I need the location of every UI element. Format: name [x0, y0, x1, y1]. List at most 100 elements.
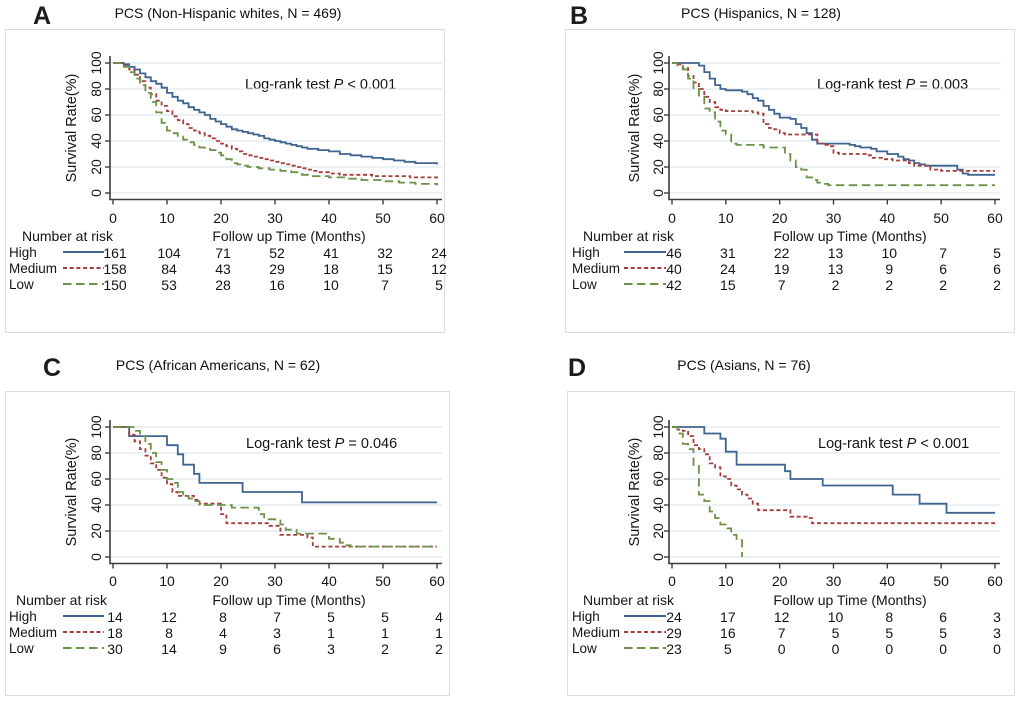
risk-count: 9 [219, 641, 227, 657]
risk-count: 52 [269, 245, 285, 261]
risk-count: 14 [107, 609, 123, 625]
risk-count: 5 [723, 641, 732, 657]
risk-count: 7 [273, 609, 281, 625]
panel-frame [5, 29, 445, 333]
x-tick-label: 50 [933, 573, 949, 589]
risk-row-label-low: Low [9, 277, 34, 292]
x-tick-label: 40 [321, 210, 337, 226]
x-tick-label: 20 [213, 210, 229, 226]
risk-count: 4 [219, 625, 227, 641]
x-tick-label: 10 [159, 210, 175, 226]
risk-count: 1 [327, 625, 335, 641]
x-tick-label: 40 [879, 210, 896, 226]
risk-count: 2 [993, 277, 1001, 293]
risk-count: 8 [219, 609, 227, 625]
risk-count: 84 [161, 261, 177, 277]
risk-count: 9 [885, 261, 894, 277]
risk-row-label-high: High [9, 245, 37, 260]
risk-count: 7 [777, 277, 786, 293]
panel-title: PCS (Hispanics, N = 128) [681, 5, 841, 21]
x-tick-label: 40 [321, 573, 337, 589]
x-tick-label: 0 [668, 573, 676, 589]
risk-count: 32 [377, 245, 393, 261]
risk-count: 29 [666, 625, 682, 641]
risk-count: 104 [157, 245, 181, 261]
panel-d: D PCS (Asians, N = 76) Survival Rate(%) … [510, 352, 1020, 704]
legend-line-low [624, 283, 666, 285]
risk-count: 1 [435, 625, 443, 641]
survival-curve-medium [672, 62, 995, 172]
risk-row-label-high: High [9, 609, 37, 624]
y-tick-label: 0 [88, 553, 104, 561]
y-tick-label: 40 [88, 133, 104, 149]
risk-count: 22 [773, 245, 790, 261]
risk-count: 18 [323, 261, 339, 277]
survival-curve-medium [113, 62, 438, 179]
risk-count: 6 [939, 261, 948, 277]
risk-row-label-high: High [572, 245, 600, 260]
risk-count: 2 [831, 277, 840, 293]
risk-count: 7 [381, 277, 389, 293]
y-tick-label: 20 [650, 159, 666, 175]
risk-row-label-medium: Medium [9, 261, 58, 276]
risk-count: 158 [103, 261, 127, 277]
x-tick-label: 50 [933, 210, 949, 226]
x-tick-label: 0 [109, 210, 117, 226]
y-tick-label: 60 [88, 107, 104, 123]
x-tick-label: 20 [771, 573, 788, 589]
y-tick-label: 20 [650, 523, 666, 539]
risk-count: 10 [881, 245, 898, 261]
logrank-annotation: Log-rank test P < 0.001 [818, 436, 969, 452]
x-tick-label: 10 [718, 573, 734, 589]
risk-count: 15 [720, 277, 736, 293]
risk-count: 12 [773, 609, 790, 625]
x-tick-label: 60 [429, 210, 445, 226]
panel-title: PCS (African Americans, N = 62) [115, 357, 321, 373]
risk-count: 40 [666, 261, 682, 277]
y-tick-label: 0 [88, 189, 104, 197]
y-tick-label: 20 [88, 159, 104, 175]
risk-count: 23 [666, 641, 682, 657]
risk-count: 14 [161, 641, 177, 657]
x-tick-label: 30 [825, 210, 842, 226]
risk-count: 13 [827, 261, 844, 277]
legend-line-low [624, 647, 666, 649]
panel-letter: C [43, 354, 63, 382]
x-tick-label: 60 [429, 573, 445, 589]
x-axis-label: Follow up Time (Months) [212, 228, 366, 244]
panel-title: PCS (Asians, N = 76) [677, 357, 811, 373]
risk-count: 5 [939, 625, 948, 641]
x-tick-label: 20 [771, 210, 788, 226]
survival-curve-high [113, 62, 438, 165]
y-tick-label: 100 [650, 415, 666, 439]
survival-curve-low [672, 426, 743, 557]
risk-count: 31 [720, 245, 736, 261]
risk-count: 3 [993, 609, 1001, 625]
risk-row-label-low: Low [9, 641, 34, 656]
legend-line-high [63, 251, 104, 253]
risk-count: 28 [215, 277, 231, 293]
risk-count: 2 [381, 641, 389, 657]
survival-plot [105, 420, 442, 569]
risk-count: 24 [666, 609, 682, 625]
risk-count: 41 [323, 245, 339, 261]
x-tick-label: 60 [987, 573, 1003, 589]
risk-count: 53 [161, 277, 177, 293]
x-tick-label: 10 [159, 573, 175, 589]
risk-count: 16 [269, 277, 285, 293]
y-tick-label: 100 [88, 51, 104, 75]
logrank-p-symbol: P [334, 436, 345, 452]
panel-title: PCS (Non-Hispanic whites, N = 469) [114, 5, 342, 21]
risk-count: 161 [103, 245, 127, 261]
legend-line-medium [63, 631, 104, 633]
risk-count: 2 [885, 277, 894, 293]
survival-curve-high [113, 426, 437, 504]
risk-table-header: Number at risk [583, 592, 675, 608]
risk-row-label-low: Low [572, 277, 597, 292]
risk-count: 12 [161, 609, 177, 625]
risk-row-label-low: Low [572, 641, 597, 656]
legend-line-medium [624, 631, 666, 633]
logrank-value: < 0.001 [916, 436, 970, 452]
risk-row-label-medium: Medium [572, 261, 621, 276]
risk-count: 13 [827, 245, 844, 261]
